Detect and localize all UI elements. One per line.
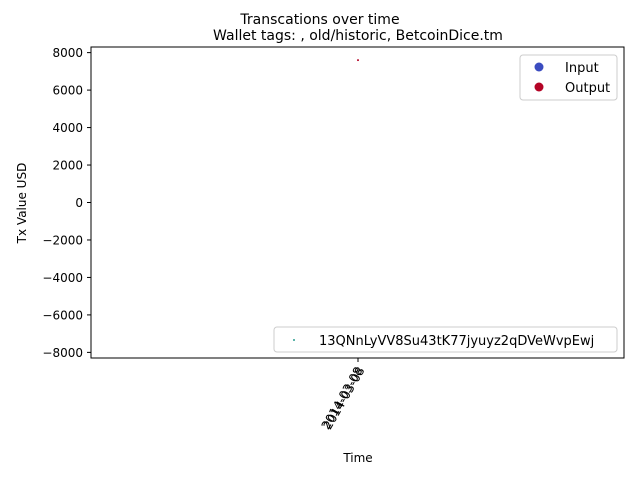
data-point-output [357,59,359,62]
legend-label-address: 13QNnLyVV8Su43tK77jyuyz2qDVeWvpEwj [319,334,594,349]
y-axis-label: Tx Value USD [15,163,29,245]
chart-suptitle: Transcations over time [239,12,399,28]
y-tick-label: −2000 [42,233,83,247]
legend-label-input: Input [565,61,599,76]
legend-marker-address [293,339,295,341]
x-tick-label: 2014-03-08 [321,365,368,432]
y-tick-label: −8000 [42,346,83,360]
y-tick-label: 4000 [52,121,83,135]
legend-label-output: Output [565,81,610,96]
y-tick-label: −6000 [42,308,83,322]
y-tick-label: −4000 [42,271,83,285]
legend-input-output: Input Output [519,54,618,101]
y-tick-label: 8000 [52,46,83,60]
y-tick-label: 0 [75,196,83,210]
x-axis-label: Time [342,451,372,465]
legend-marker-output [534,82,544,92]
y-axis-ticks: −8000 −6000 −4000 −2000 0 2000 4000 6000 8000 [42,46,91,360]
data-points [357,59,359,62]
y-tick-label: 6000 [52,84,83,98]
legend-marker-input [534,62,544,72]
legend-address: 13QNnLyVV8Su43tK77jyuyz2qDVeWvpEwj [273,326,618,353]
chart-title: Wallet tags: , old/historic, BetcoinDice… [213,28,503,44]
y-tick-label: 2000 [52,159,83,173]
